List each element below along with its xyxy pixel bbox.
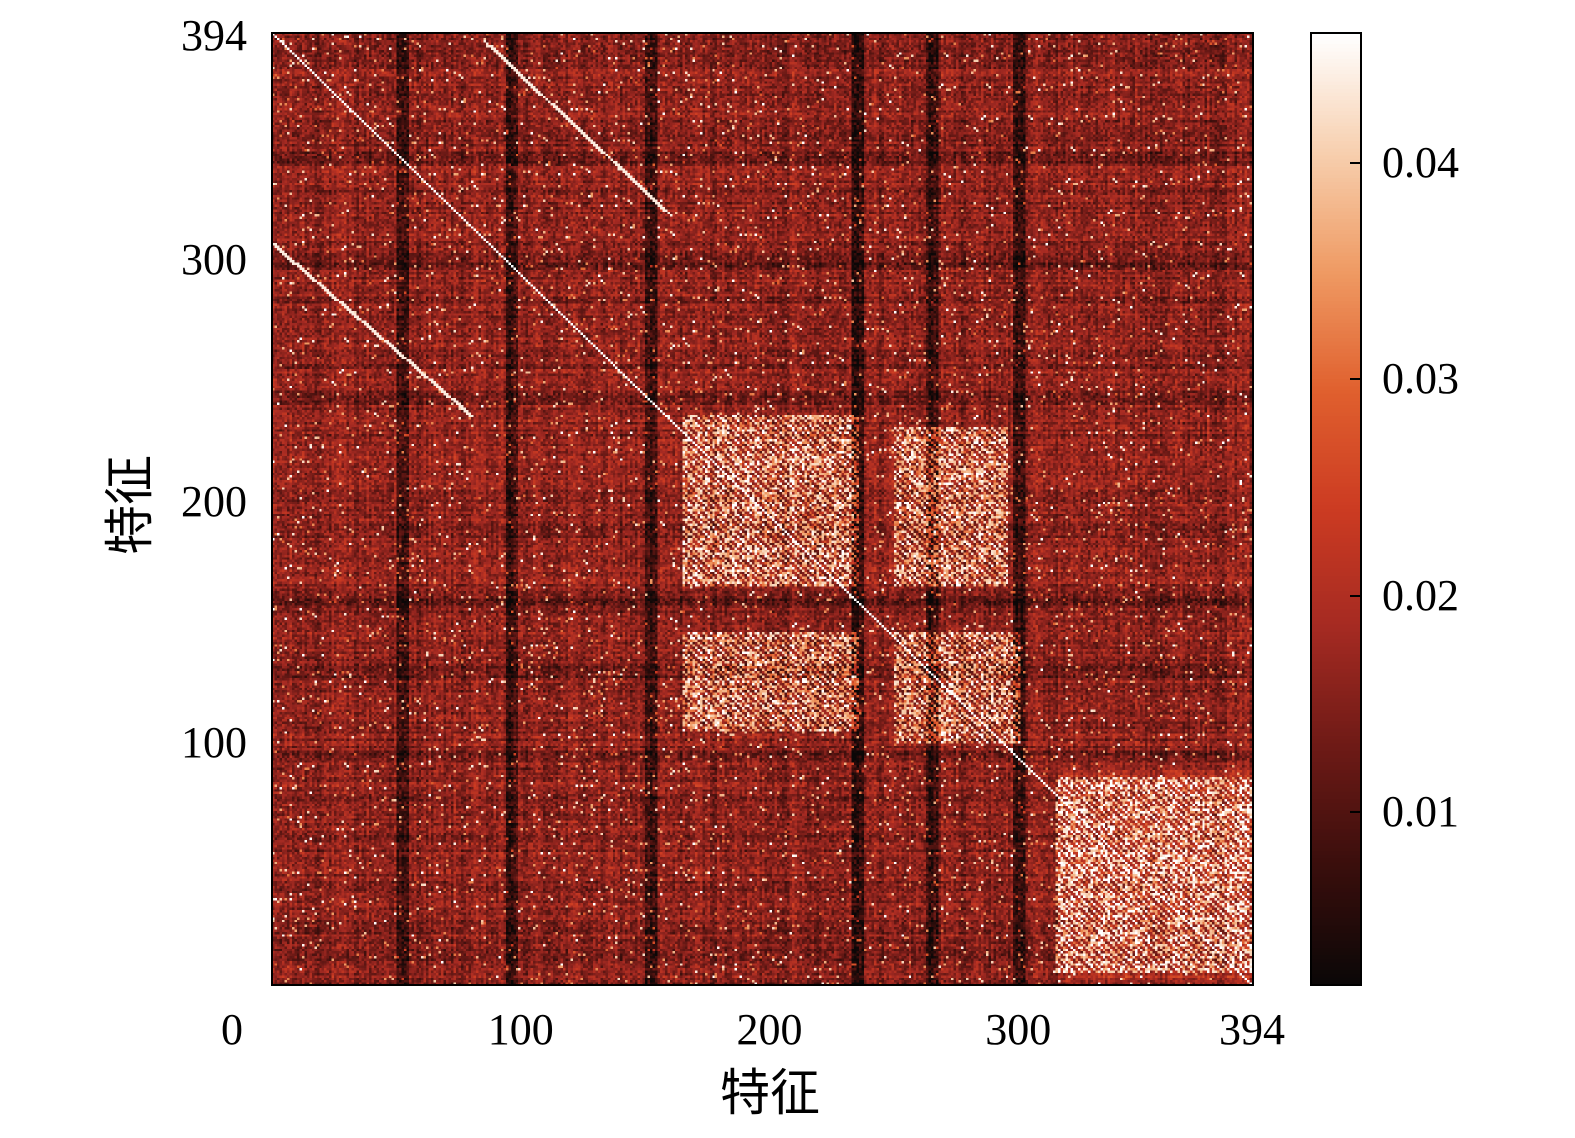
x-tick-label: 394	[1219, 1005, 1285, 1054]
x-tick-label: 100	[487, 1005, 554, 1054]
y-axis-label: 特征	[101, 455, 159, 555]
x-axis-label: 特征	[720, 1064, 820, 1122]
heatmap-plot-area	[272, 33, 1252, 985]
x-tick-label: 300	[985, 1005, 1052, 1054]
y-tick-label: 100	[181, 718, 247, 768]
colorbar-tick-mark	[1350, 378, 1362, 381]
colorbar-tick-label: 0.04	[1382, 137, 1459, 187]
x-tick-label: 200	[736, 1005, 803, 1054]
colorbar-tick-mark	[1350, 810, 1362, 813]
colorbar-tick-label: 0.02	[1382, 570, 1459, 620]
colorbar-tick-mark	[1350, 161, 1362, 164]
x-tick-label: 0	[221, 1005, 243, 1054]
y-tick-label: 200	[181, 476, 247, 526]
colorbar-tick-label: 0.03	[1382, 354, 1459, 404]
colorbar	[1311, 33, 1361, 985]
y-tick-label: 394	[181, 11, 247, 60]
colorbar-tick-mark	[1350, 594, 1362, 597]
y-tick-label: 300	[181, 235, 247, 285]
colorbar-tick-label: 0.01	[1382, 786, 1459, 836]
